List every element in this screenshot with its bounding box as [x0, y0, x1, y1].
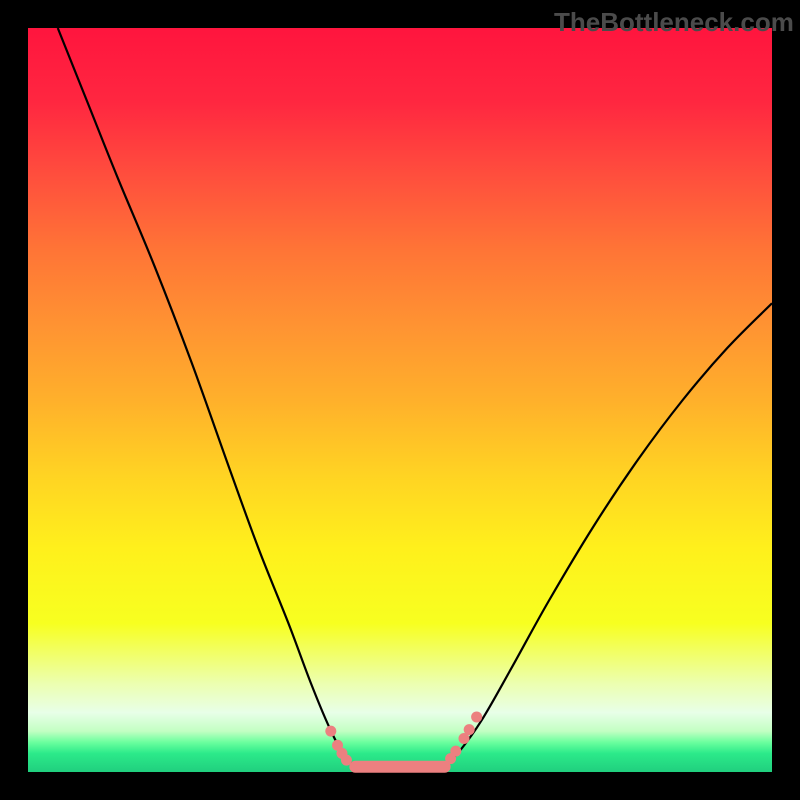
plot-background: [28, 28, 772, 772]
watermark-label: TheBottleneck.com: [554, 7, 794, 38]
chart-container: TheBottleneck.com: [0, 0, 800, 800]
marker-dot-left: [325, 726, 336, 737]
bottleneck-chart-svg: [0, 0, 800, 800]
marker-dot-right: [450, 746, 461, 757]
marker-dot-right: [464, 724, 475, 735]
marker-dot-right: [471, 711, 482, 722]
marker-dot-left: [341, 755, 352, 766]
